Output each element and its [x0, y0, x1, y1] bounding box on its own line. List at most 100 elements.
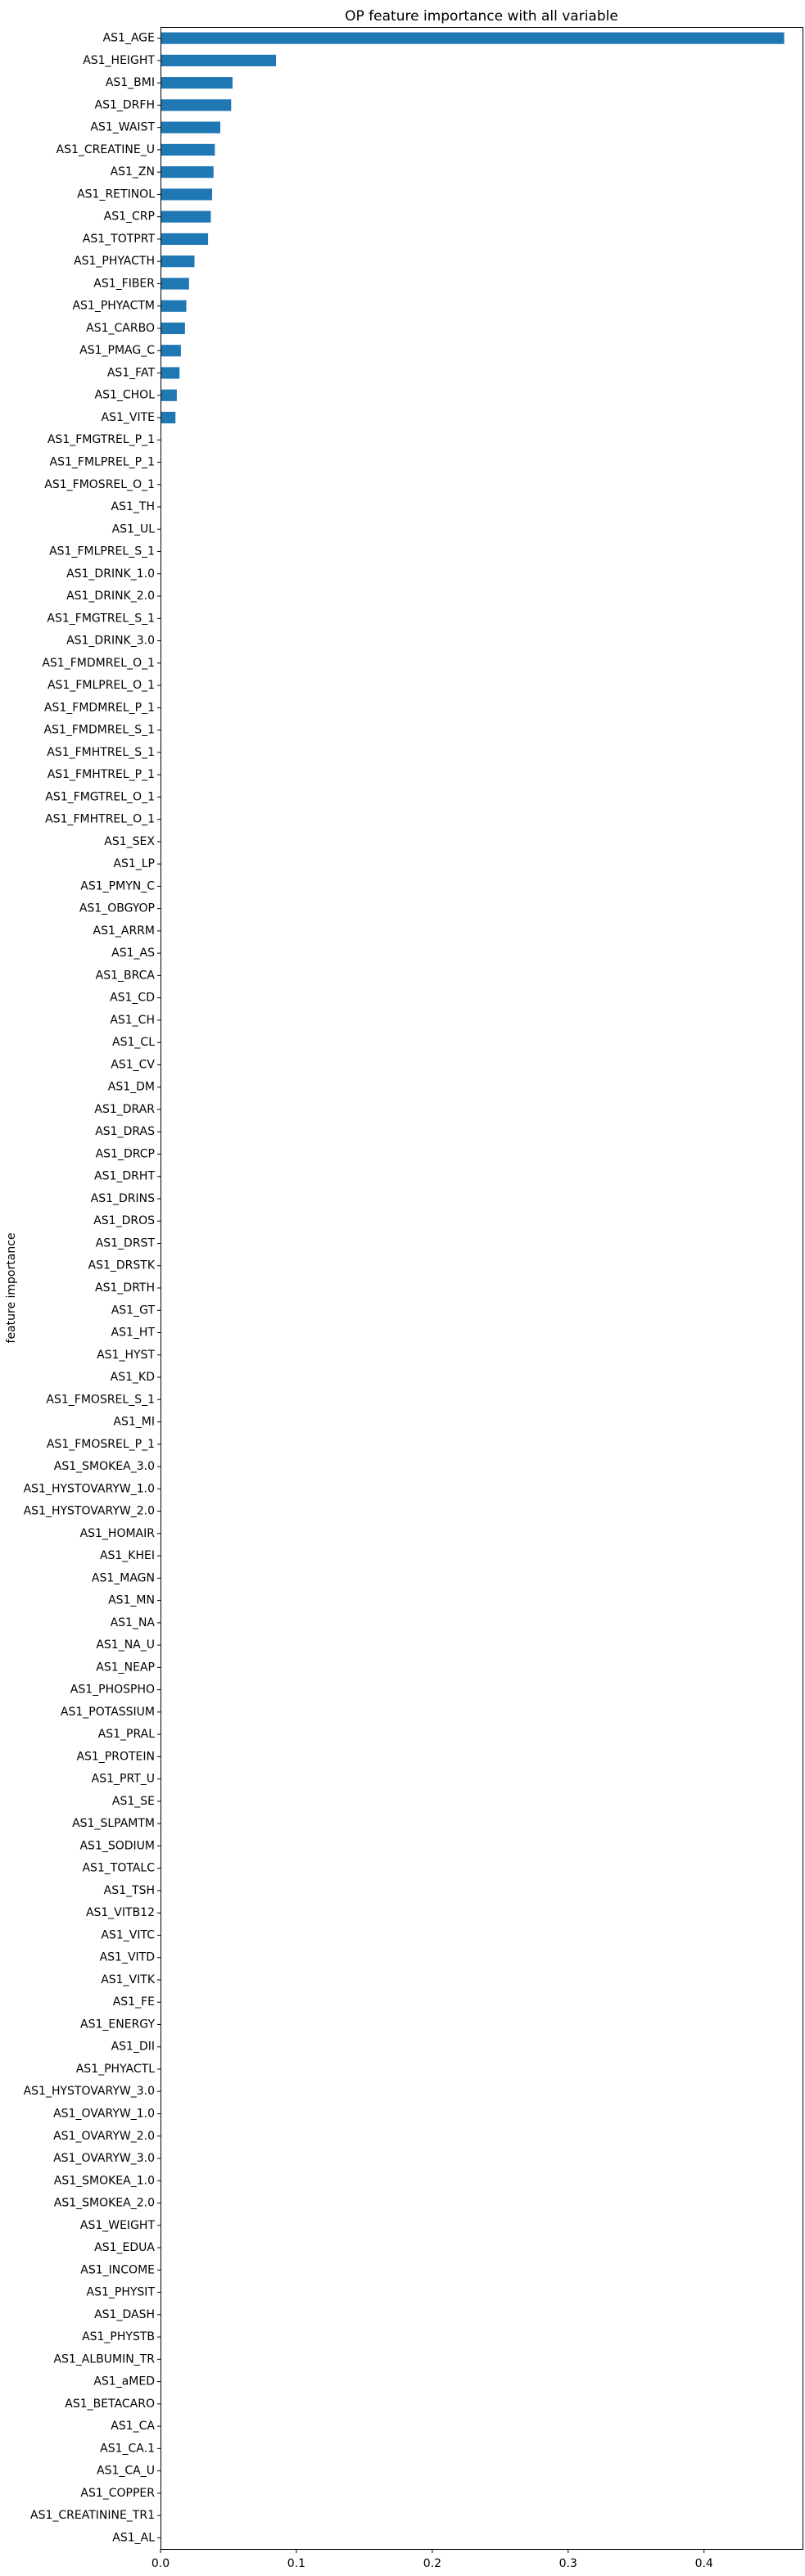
y-tick-label: AS1_DRFH [95, 98, 155, 111]
bar-as1-drfh [161, 99, 232, 111]
y-tick-label: AS1_TH [111, 500, 155, 513]
bar-as1-chol [161, 389, 177, 401]
y-tick-label: AS1_BRCA [96, 969, 156, 982]
y-tick-label: AS1_PHYACTH [74, 255, 155, 268]
y-tick-label: AS1_AL [112, 2531, 155, 2544]
y-tick-label: AS1_FMDMREL_S_1 [43, 724, 155, 737]
y-tick-label: AS1_PHYACTM [72, 300, 155, 313]
x-tick-label: 0.2 [423, 2557, 441, 2570]
y-tick-label: AS1_DII [111, 2040, 155, 2054]
y-tick-label: AS1_VITB12 [86, 1906, 155, 1919]
y-tick-label: AS1_FMLPREL_O_1 [47, 679, 155, 692]
y-tick-label: AS1_OVARYW_3.0 [53, 2152, 155, 2165]
y-tick-label: AS1_FAT [107, 366, 156, 379]
y-tick-label: AS1_aMED [93, 2375, 155, 2388]
x-tick-label: 0.1 [287, 2557, 305, 2570]
y-tick-label: AS1_ENERGY [80, 2018, 155, 2031]
y-tick-label: AS1_SODIUM [79, 1839, 155, 1852]
y-tick-label: AS1_SMOKEA_2.0 [54, 2197, 155, 2210]
y-tick-label: AS1_DRINK_1.0 [66, 567, 155, 581]
y-tick-labels: AS1_AGE AS1_HEIGHT AS1_BMI AS1_DRFH AS1_WAIS… [24, 32, 161, 2544]
y-tick-label: AS1_CL [112, 1036, 155, 1049]
y-tick-label: AS1_AGE [103, 32, 155, 45]
bar-as1-age [161, 32, 785, 44]
y-tick-label: AS1_NEAP [96, 1661, 155, 1674]
bar-as1-creatine-u [161, 143, 215, 156]
y-tick-label: AS1_CH [110, 1014, 155, 1027]
y-tick-label: AS1_DRINK_2.0 [66, 590, 155, 603]
y-tick-label: AS1_DASH [94, 2308, 155, 2321]
y-tick-label: AS1_TSH [104, 1884, 155, 1897]
y-tick-label: AS1_PHOSPHO [70, 1683, 155, 1697]
x-tick-label: 0.4 [695, 2557, 713, 2570]
bar-as1-phyacth [161, 255, 195, 268]
y-tick-label: AS1_CRP [104, 210, 155, 224]
y-tick-label: AS1_FMHTREL_O_1 [45, 813, 155, 826]
bar-as1-phyactm [161, 300, 187, 312]
plot-frame [161, 27, 803, 2550]
y-tick-label: AS1_GT [111, 1304, 156, 1317]
y-tick-label: AS1_DRINS [91, 1192, 155, 1205]
y-tick-label: AS1_CD [110, 992, 155, 1005]
y-tick-label: AS1_KHEI [100, 1549, 155, 1562]
y-tick-label: AS1_FMHTREL_S_1 [47, 746, 155, 759]
x-tick-label: 0.3 [559, 2557, 577, 2570]
y-tick-label: AS1_EDUA [94, 2241, 155, 2254]
y-tick-label: AS1_DRTH [95, 1281, 155, 1295]
y-tick-label: AS1_RETINOL [77, 188, 155, 201]
y-tick-label: AS1_DRINK_3.0 [66, 635, 155, 648]
bar-as1-crp [161, 210, 211, 223]
y-tick-label: AS1_ARRM [93, 924, 155, 938]
y-tick-label: AS1_VITE [102, 411, 155, 424]
y-tick-label: AS1_DM [108, 1081, 155, 1094]
y-tick-label: AS1_INCOME [80, 2263, 155, 2276]
bars-group [161, 32, 785, 424]
bar-as1-zn [161, 166, 214, 179]
y-tick-label: AS1_PHYSTB [82, 2330, 155, 2343]
y-tick-label: AS1_DRST [96, 1236, 156, 1250]
y-tick-label: AS1_TOTPRT [83, 233, 156, 246]
y-tick-label: AS1_SE [112, 1795, 155, 1808]
y-tick-label: AS1_DROS [93, 1214, 155, 1227]
y-tick-label: AS1_PRAL [98, 1728, 156, 1741]
y-tick-label: AS1_CA_U [97, 2465, 155, 2478]
y-tick-label: AS1_TOTALC [82, 1862, 155, 1875]
y-tick-label: AS1_OVARYW_2.0 [53, 2130, 155, 2143]
y-tick-label: AS1_NA_U [96, 1638, 155, 1652]
y-tick-label: AS1_AS [111, 947, 155, 960]
y-tick-label: AS1_WEIGHT [80, 2219, 156, 2232]
y-tick-label: AS1_OBGYOP [79, 902, 155, 915]
y-tick-label: AS1_OVARYW_1.0 [53, 2107, 155, 2120]
y-tick-label: AS1_FE [113, 1995, 155, 2009]
bar-as1-bmi [161, 77, 233, 89]
y-tick-label: AS1_FMGTREL_P_1 [47, 433, 155, 446]
y-tick-label: AS1_CHOL [95, 389, 156, 402]
y-tick-label: AS1_FMLPREL_S_1 [49, 545, 155, 558]
y-tick-label: AS1_FMLPREL_P_1 [50, 456, 155, 469]
y-tick-label: AS1_NA [111, 1616, 156, 1629]
y-tick-label: AS1_VITC [101, 1928, 155, 1941]
y-tick-label: AS1_PHYACTL [76, 2063, 155, 2076]
y-tick-label: AS1_FMHTREL_P_1 [47, 768, 155, 781]
y-tick-label: AS1_PMAG_C [79, 344, 155, 357]
y-tick-label: AS1_DRSTK [88, 1259, 156, 1272]
y-tick-label: AS1_HT [111, 1326, 156, 1340]
y-tick-label: AS1_DRCP [96, 1147, 155, 1160]
y-tick-label: AS1_SMOKEA_3.0 [54, 1460, 155, 1473]
y-tick-label: AS1_WAIST [90, 121, 155, 134]
y-tick-label: AS1_SMOKEA_1.0 [54, 2174, 155, 2187]
y-tick-label: AS1_HOMAIR [80, 1527, 156, 1540]
y-tick-label: AS1_CREATININE_TR1 [30, 2509, 155, 2522]
y-tick-label: AS1_SEX [104, 835, 155, 848]
y-tick-label: AS1_HYST [97, 1349, 155, 1362]
y-tick-label: AS1_HYSTOVARYW_1.0 [24, 1482, 155, 1495]
y-tick-label: AS1_MN [108, 1594, 155, 1607]
y-tick-label: AS1_HYSTOVARYW_2.0 [24, 1505, 155, 1518]
bar-as1-retinol [161, 188, 213, 201]
y-tick-label: AS1_UL [112, 522, 156, 536]
y-tick-label: AS1_MI [113, 1416, 155, 1429]
y-tick-label: AS1_PMYN_C [80, 879, 155, 893]
y-tick-label: AS1_PHYSIT [87, 2286, 156, 2299]
y-tick-label: AS1_VITK [101, 1973, 156, 1986]
